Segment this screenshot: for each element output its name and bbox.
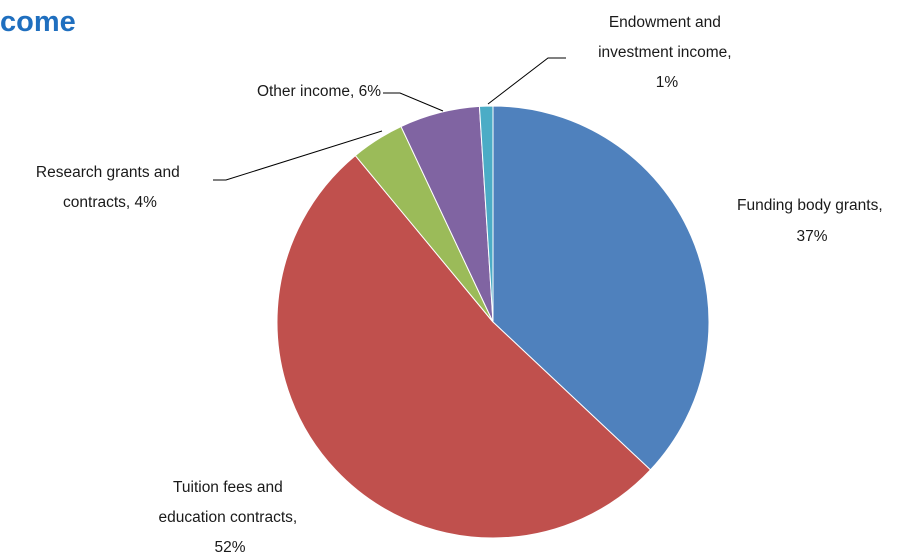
pie-slices (276, 105, 710, 539)
label-other-line-1: Other income, 6% (257, 83, 381, 100)
label-other: Other income, 6% (257, 83, 381, 100)
label-endowment-line-3: 1% (656, 74, 679, 91)
label-tuition-line-1: Tuition fees and (173, 479, 283, 496)
label-research-line-2: contracts, 4% (63, 194, 157, 211)
leader-lines (213, 57, 566, 181)
label-tuition-line-2: education contracts, (158, 509, 297, 526)
leader-line-other (383, 92, 444, 112)
label-tuition: Tuition fees and education contracts, 52… (158, 479, 301, 554)
leader-line-research (213, 130, 383, 181)
label-funding-line-2: 37% (796, 228, 827, 245)
pie-slice-endowment (478, 105, 494, 323)
pie-slice-tuition (276, 154, 652, 539)
label-funding-line-1: Funding body grants, (737, 197, 883, 214)
label-research: Research grants and contracts, 4% (36, 164, 184, 211)
label-funding: Funding body grants, 37% (737, 197, 887, 245)
leader-line-endowment (487, 57, 566, 105)
label-research-line-1: Research grants and (36, 164, 180, 181)
chart-title: come (0, 6, 76, 38)
label-tuition-line-3: 52% (214, 539, 245, 554)
label-endowment-line-2: investment income, (598, 44, 732, 61)
pie-slice-funding (492, 105, 710, 471)
label-endowment-line-1: Endowment and (609, 14, 721, 31)
label-endowment: Endowment and investment income, 1% (598, 14, 736, 91)
